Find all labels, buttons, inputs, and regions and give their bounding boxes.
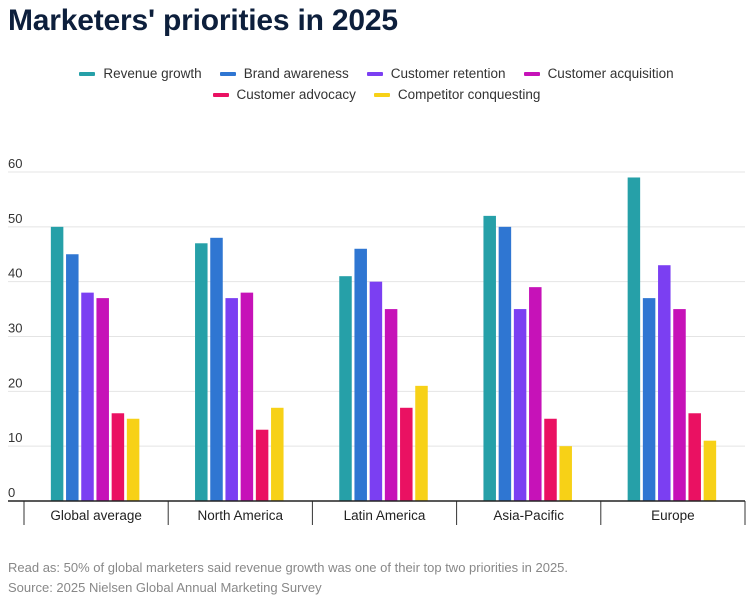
- bar: [513, 309, 527, 501]
- bar: [126, 418, 140, 501]
- bar: [354, 248, 367, 501]
- y-tick-label: 10: [8, 430, 22, 445]
- bar: [225, 298, 238, 501]
- x-tick-label: Global average: [50, 508, 142, 523]
- x-tick-label: Latin America: [344, 508, 426, 523]
- y-tick-label: 20: [8, 375, 22, 390]
- bar: [339, 276, 352, 501]
- legend-item-revenue-growth: Revenue growth: [79, 66, 202, 81]
- legend-swatch: [523, 71, 540, 76]
- x-tick-label: Europe: [651, 508, 695, 523]
- legend-item-customer-retention: Customer retention: [366, 66, 506, 81]
- legend-swatch: [212, 92, 229, 97]
- bar: [673, 309, 686, 501]
- bar: [240, 292, 254, 501]
- bar: [369, 281, 383, 501]
- bar: [111, 413, 125, 501]
- y-tick-label: 50: [8, 211, 22, 226]
- legend-swatch: [219, 71, 236, 76]
- legend-row-1: Revenue growth Brand awareness Customer …: [0, 66, 753, 81]
- legend-swatch: [373, 92, 390, 97]
- footer-source: Source: 2025 Nielsen Global Annual Marke…: [8, 580, 322, 595]
- bar: [544, 418, 557, 501]
- bar: [688, 413, 701, 501]
- legend-swatch: [366, 71, 383, 76]
- legend-item-competitor-conquesting: Competitor conquesting: [373, 87, 541, 102]
- bar: [658, 265, 671, 501]
- bar: [703, 440, 717, 501]
- footer: Read as: 50% of global marketers said re…: [8, 558, 568, 598]
- x-tick-label: Asia-Pacific: [493, 508, 564, 523]
- bar: [210, 237, 223, 502]
- legend-label: Customer advocacy: [236, 87, 356, 102]
- legend-item-brand-awareness: Brand awareness: [219, 66, 349, 81]
- bar: [81, 292, 94, 501]
- legend-item-customer-acquisition: Customer acquisition: [523, 66, 674, 81]
- bar: [498, 226, 512, 502]
- y-tick-label: 40: [8, 266, 22, 281]
- bar: [642, 298, 656, 501]
- bar: [66, 254, 79, 501]
- bar: [271, 407, 284, 501]
- legend: Revenue growth Brand awareness Customer …: [0, 66, 753, 102]
- legend-swatch: [79, 71, 96, 76]
- bar: [50, 226, 64, 502]
- chart-title: Marketers' priorities in 2025: [8, 4, 398, 37]
- y-tick-label: 30: [8, 321, 22, 336]
- bar: [195, 243, 208, 502]
- legend-row-2: Customer advocacy Competitor conquesting: [0, 87, 753, 102]
- legend-label: Brand awareness: [243, 66, 349, 81]
- bar: [529, 287, 542, 501]
- bar: [96, 298, 109, 501]
- bar: [559, 446, 572, 501]
- bar: [400, 407, 413, 501]
- x-tick-label: North America: [198, 508, 284, 523]
- footer-note: Read as: 50% of global marketers said re…: [8, 560, 569, 575]
- legend-label: Customer retention: [390, 66, 506, 81]
- legend-item-customer-advocacy: Customer advocacy: [212, 87, 356, 102]
- legend-label: Revenue growth: [103, 66, 202, 81]
- bar: [627, 177, 641, 501]
- legend-label: Competitor conquesting: [397, 87, 541, 102]
- bar: [384, 309, 398, 501]
- legend-label: Customer acquisition: [547, 66, 674, 81]
- y-tick-label: 0: [8, 485, 15, 500]
- bar: [415, 385, 428, 501]
- bar: [483, 215, 496, 501]
- bar: [255, 429, 269, 501]
- y-tick-label: 60: [8, 156, 22, 171]
